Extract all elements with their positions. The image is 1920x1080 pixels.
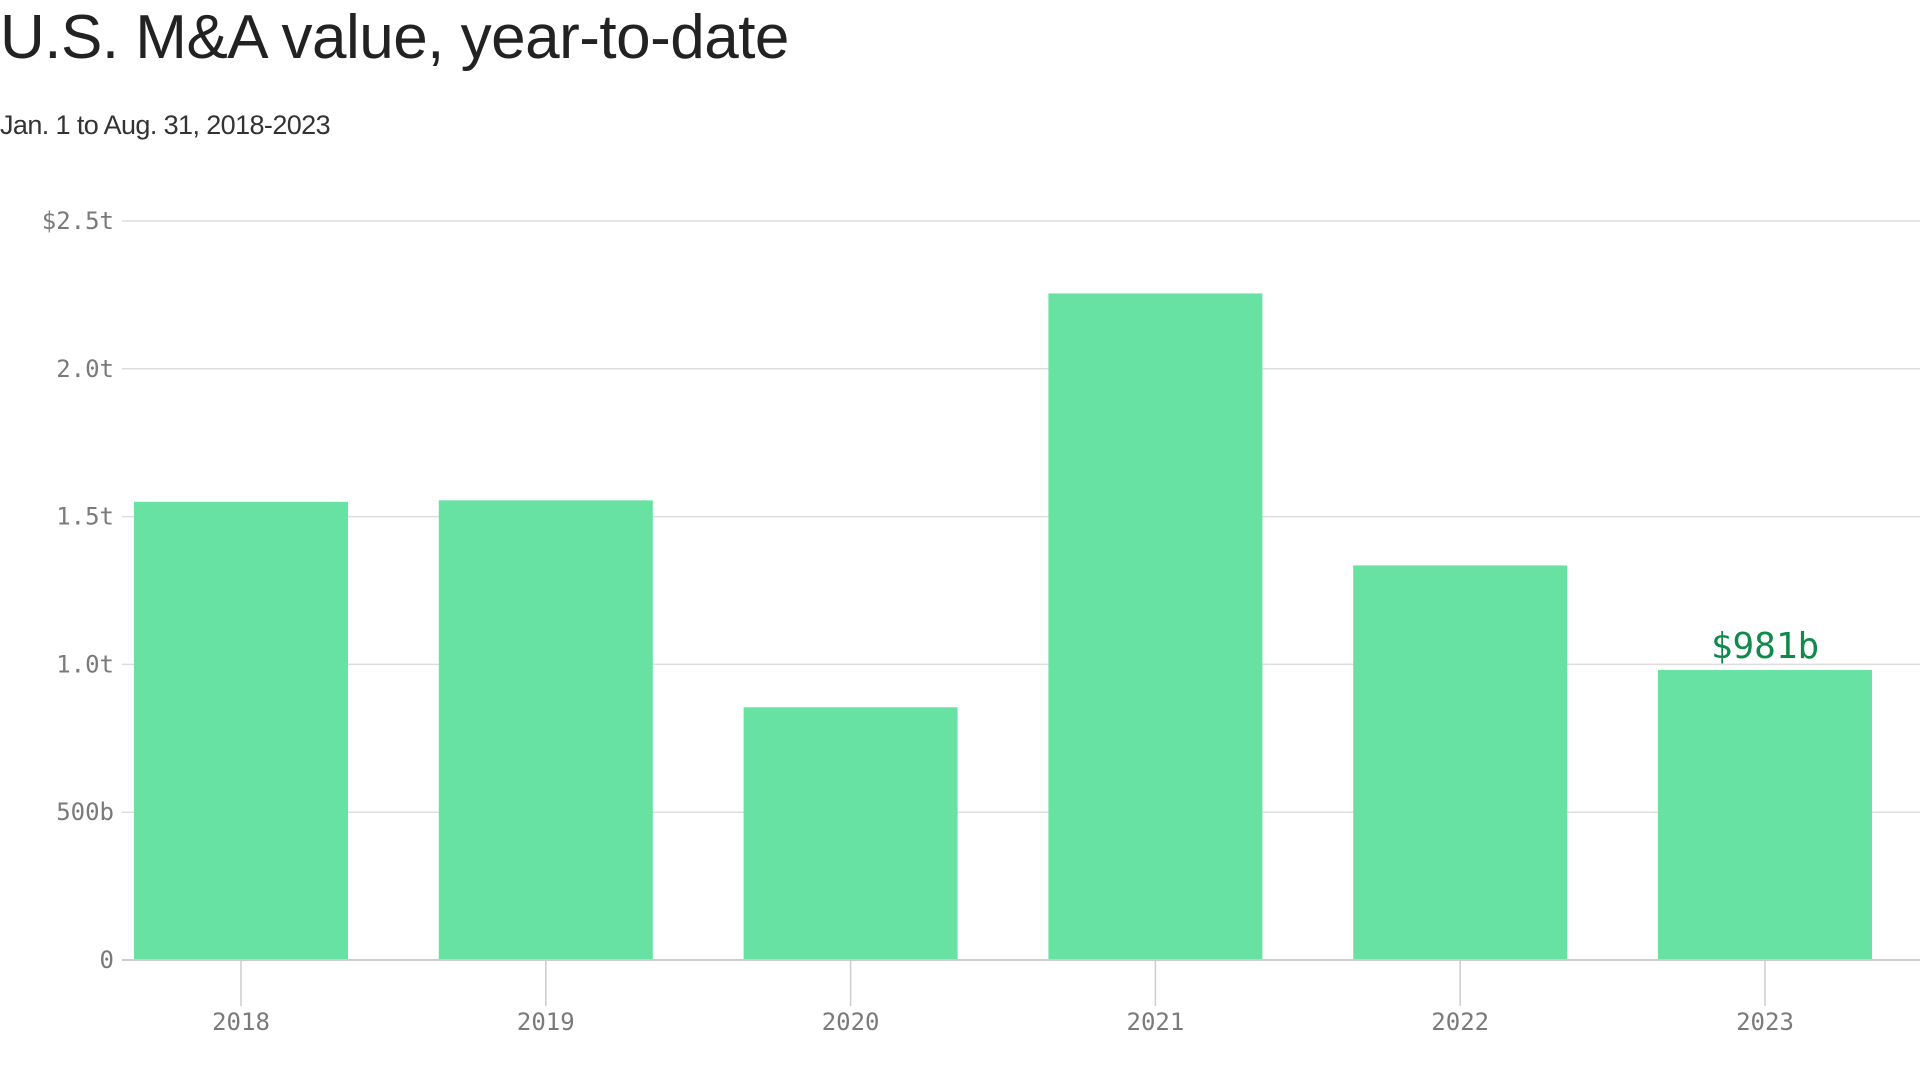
bar-2022 xyxy=(1353,565,1568,960)
x-tick-label: 2021 xyxy=(1127,1008,1185,1036)
gridlines xyxy=(122,220,1920,813)
bar-2020 xyxy=(743,707,958,960)
x-tick-label: 2018 xyxy=(212,1008,270,1036)
x-tick-label: 2019 xyxy=(517,1008,575,1036)
y-tick-label: 1.0t xyxy=(56,650,114,678)
bar-2021 xyxy=(1048,293,1263,960)
y-tick-label: 0 xyxy=(100,946,114,974)
y-tick-label: 500b xyxy=(56,798,114,826)
axes xyxy=(122,959,1920,1006)
bar-2023 xyxy=(1658,670,1872,960)
chart-subtitle: Jan. 1 to Aug. 31, 2018-2023 xyxy=(0,110,331,140)
x-tick-label: 2020 xyxy=(822,1008,880,1036)
y-tick-label: $2.5t xyxy=(42,207,114,235)
bar-2018 xyxy=(134,501,348,960)
x-tick-label: 2023 xyxy=(1736,1008,1794,1036)
y-tick-label: 1.5t xyxy=(56,503,114,531)
value-label-2023: $981b xyxy=(1711,626,1819,667)
x-tick-label: 2022 xyxy=(1431,1008,1489,1036)
y-tick-label: 2.0t xyxy=(56,355,114,383)
bar-2019 xyxy=(438,500,653,960)
chart-title: U.S. M&A value, year-to-date xyxy=(0,3,789,72)
bars xyxy=(134,293,1872,960)
labels: 0 500b 1.0t 1.5t 2.0t $2.5t 2018 2019 2020 2021 20… xyxy=(42,207,1819,1036)
